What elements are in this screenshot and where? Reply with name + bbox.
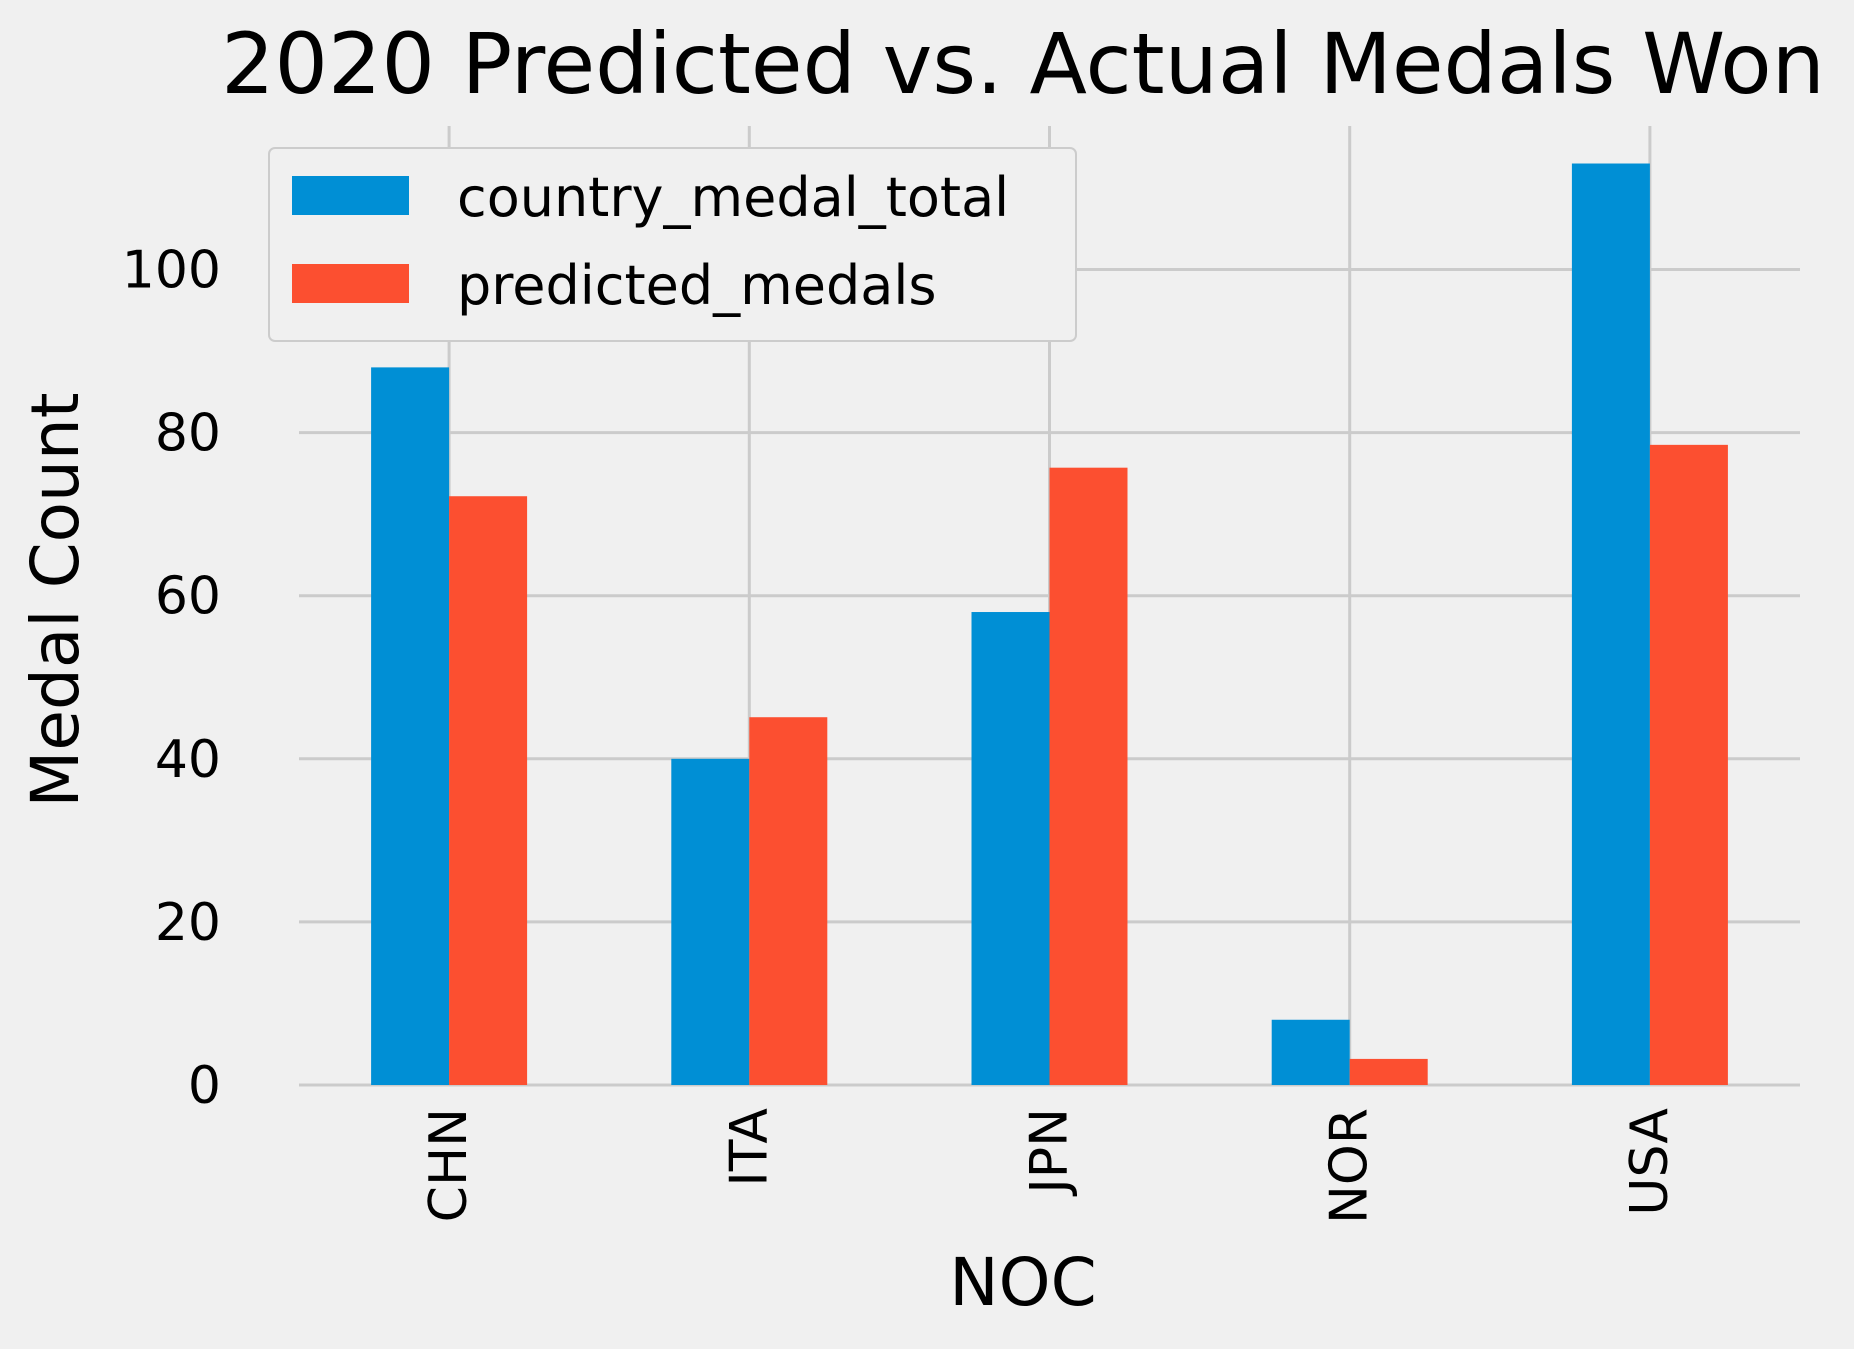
legend-swatch-predicted-medals (292, 264, 409, 303)
bars (371, 163, 1728, 1085)
chart-title: 2020 Predicted vs. Actual Medals Won (221, 15, 1825, 113)
y-tick-label-20: 20 (155, 893, 221, 953)
legend: country_medal_total predicted_medals (268, 147, 1077, 342)
bar-predicted-medals-jpn (1049, 467, 1128, 1085)
legend-swatch-country-medal-total (292, 176, 409, 215)
x-tick-label-jpn: JPN (1020, 1108, 1080, 1197)
bar-country-medal-total-nor (1271, 1019, 1350, 1085)
x-tick-label-chn: CHN (419, 1108, 479, 1222)
bar-predicted-medals-nor (1349, 1058, 1428, 1085)
legend-label-predicted-medals: predicted_medals (457, 254, 937, 317)
bar-country-medal-total-usa (1571, 163, 1650, 1085)
x-tick-label-usa: USA (1620, 1108, 1680, 1216)
x-tick-label-ita: ITA (719, 1108, 779, 1187)
x-tick-labels: CHN ITA JPN NOR USA (419, 1108, 1680, 1224)
x-axis-label: NOC (949, 1244, 1096, 1321)
y-tick-label-60: 60 (155, 567, 221, 627)
y-tick-label-40: 40 (155, 730, 221, 790)
bar-predicted-medals-ita (749, 717, 828, 1085)
bar-country-medal-total-chn (371, 367, 450, 1085)
bar-predicted-medals-chn (449, 496, 528, 1085)
bar-predicted-medals-usa (1649, 444, 1728, 1085)
y-tick-label-0: 0 (188, 1056, 221, 1116)
legend-label-country-medal-total: country_medal_total (457, 166, 1009, 229)
y-tick-label-80: 80 (155, 404, 221, 464)
bar-country-medal-total-ita (671, 758, 750, 1085)
bar-country-medal-total-jpn (971, 612, 1050, 1085)
y-tick-labels: 0 20 40 60 80 100 (122, 241, 221, 1116)
y-axis-label: Medal Count (17, 392, 94, 807)
legend-box (268, 147, 1077, 342)
x-tick-label-nor: NOR (1320, 1108, 1380, 1224)
y-tick-label-100: 100 (122, 241, 221, 301)
